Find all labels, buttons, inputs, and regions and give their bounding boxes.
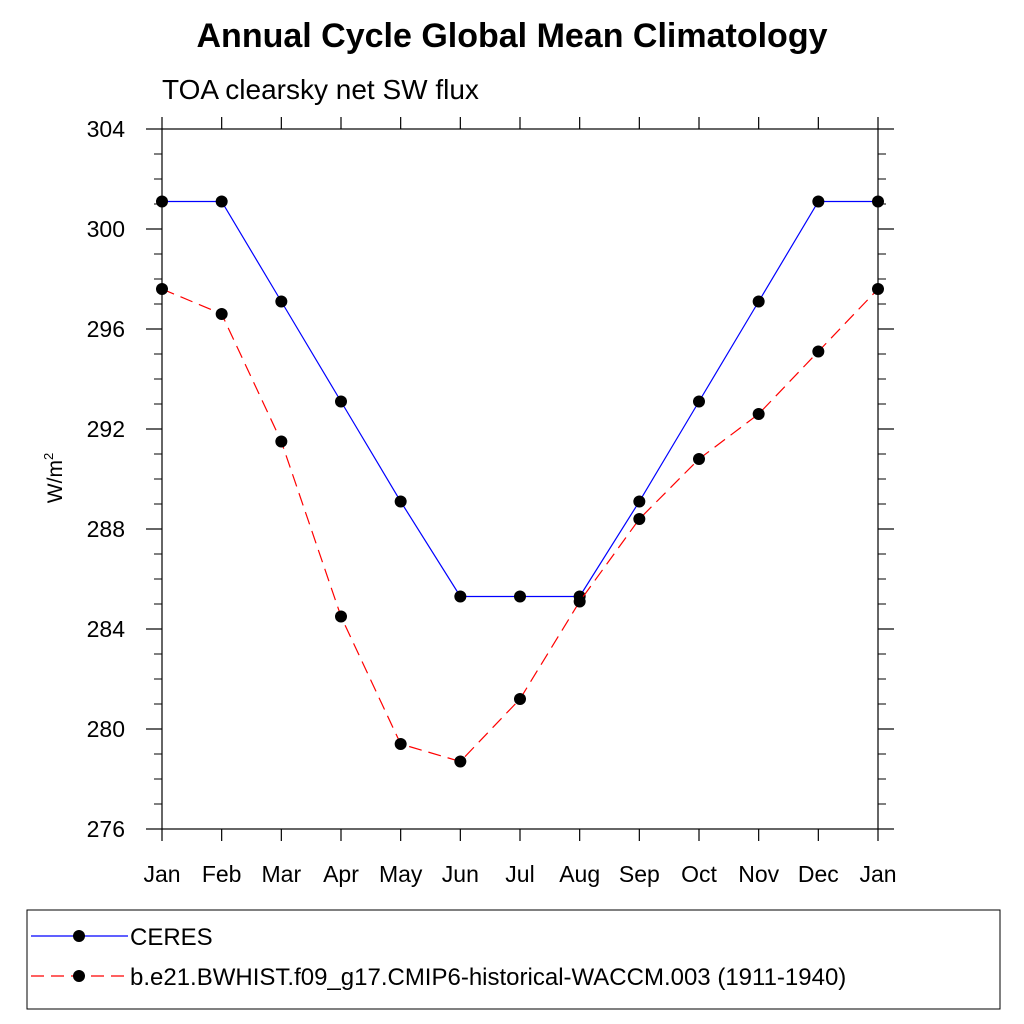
x-tick-label: Nov <box>738 861 779 887</box>
data-point-series-0 <box>872 195 884 208</box>
x-tick-label: Mar <box>262 861 302 887</box>
data-point-series-1 <box>752 408 765 420</box>
data-point-series-0 <box>514 590 526 603</box>
data-point-series-0 <box>693 395 705 408</box>
legend-label-model: b.e21.BWHIST.f09_g17.CMIP6-historical-WA… <box>130 964 846 991</box>
x-tick-label: Jan <box>143 861 180 887</box>
y-tick-label: 288 <box>87 516 125 542</box>
y-axis-label-superscript: 2 <box>41 453 56 460</box>
x-tick-label: Apr <box>323 861 359 887</box>
data-point-series-1 <box>275 435 288 448</box>
data-point-series-1 <box>633 513 646 525</box>
data-point-series-1 <box>693 453 705 465</box>
x-tick-label: Jun <box>442 861 479 887</box>
x-tick-label: Oct <box>681 861 717 887</box>
chart-title: Annual Cycle Global Mean Climatology <box>197 17 828 55</box>
data-point-series-1 <box>573 595 586 608</box>
data-point-series-0 <box>752 295 765 308</box>
x-tick-label: Sep <box>619 861 660 887</box>
y-tick-label: 292 <box>87 416 125 442</box>
data-point-series-0 <box>335 395 347 408</box>
data-point-series-1 <box>394 738 407 750</box>
y-axis-label: W/m2 <box>41 453 67 503</box>
x-tick-label: Dec <box>798 861 839 887</box>
chart-subtitle: TOA clearsky net SW flux <box>162 74 479 105</box>
data-point-series-1 <box>514 693 526 705</box>
legend-frame <box>26 909 1001 1010</box>
data-point-series-0 <box>156 195 168 208</box>
series-layer <box>156 195 884 768</box>
data-point-series-0 <box>454 590 467 603</box>
data-point-series-0 <box>633 495 646 508</box>
x-tick-label: Jul <box>505 861 534 887</box>
legend: CERES b.e21.BWHIST.f09_g17.CMIP6-histori… <box>26 909 1001 1010</box>
data-point-series-0 <box>394 495 407 508</box>
x-tick-label: Aug <box>559 861 600 887</box>
y-tick-label: 276 <box>87 816 125 842</box>
legend-marker-model <box>73 970 85 982</box>
y-tick-label: 280 <box>87 716 125 742</box>
y-tick-label: 296 <box>87 316 125 342</box>
legend-marker-ceres <box>73 930 85 942</box>
axes: Jan Feb Mar Apr May Jun Jul Aug Sep Oct Nov Dec Jan 2… <box>87 116 897 887</box>
y-tick-label: 300 <box>87 216 125 242</box>
plot-area-frame <box>161 128 879 830</box>
series-line-0 <box>162 200 878 598</box>
y-axis-label-unit: W/m <box>44 460 67 503</box>
y-tick-label: 304 <box>87 116 126 142</box>
data-point-series-1 <box>872 283 884 295</box>
data-point-series-1 <box>812 345 825 358</box>
x-tick-label: Feb <box>202 861 242 887</box>
data-point-series-1 <box>454 755 467 768</box>
legend-label-ceres: CERES <box>130 924 213 951</box>
data-point-series-0 <box>275 295 288 308</box>
x-tick-label: May <box>379 861 423 887</box>
data-point-series-0 <box>215 195 228 208</box>
data-point-series-1 <box>156 283 168 295</box>
x-tick-label: Jan <box>859 861 896 887</box>
y-tick-label: 284 <box>87 616 126 642</box>
series-line-1 <box>161 288 879 763</box>
data-point-series-1 <box>215 308 228 320</box>
data-point-series-1 <box>335 610 347 623</box>
data-point-series-0 <box>812 195 825 208</box>
